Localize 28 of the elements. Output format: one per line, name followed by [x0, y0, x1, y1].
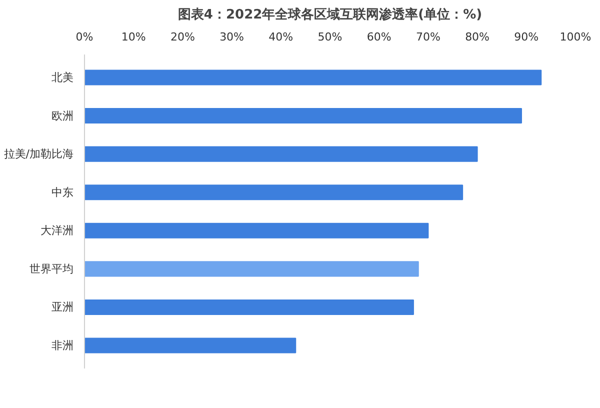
x-tick-label: 10%	[121, 30, 146, 44]
x-tick-label: 20%	[170, 30, 195, 44]
chart-title: 图表4：2022年全球各区域互联网渗透率(单位：%)	[178, 6, 482, 22]
bar	[84, 338, 296, 354]
y-tick-label: 北美	[52, 70, 74, 84]
x-tick-label: 60%	[366, 30, 392, 44]
bar	[84, 299, 414, 316]
x-tick-label: 80%	[465, 30, 490, 44]
x-tick-label: 100%	[560, 30, 592, 44]
y-tick-label: 拉美/加勒比海	[4, 148, 74, 161]
x-tick-label: 0%	[76, 30, 94, 44]
bar	[84, 108, 522, 124]
y-tick-label: 中东	[52, 186, 74, 199]
y-tick-label: 亚洲	[52, 300, 74, 314]
x-tick-label: 70%	[416, 30, 440, 44]
bar	[84, 184, 464, 200]
y-tick-label: 欧洲	[52, 109, 74, 122]
bar	[84, 146, 478, 162]
x-tick-label: 90%	[514, 30, 539, 44]
x-tick-label: 50%	[318, 30, 342, 44]
y-tick-label: 世界平均	[30, 262, 74, 276]
y-tick-label: 非洲	[52, 339, 74, 352]
x-tick-label: 40%	[268, 30, 294, 44]
x-tick-label: 30%	[220, 30, 244, 44]
y-tick-label: 大洋洲	[40, 224, 74, 238]
bar	[84, 222, 429, 238]
bar	[84, 261, 419, 277]
bar	[84, 70, 542, 86]
